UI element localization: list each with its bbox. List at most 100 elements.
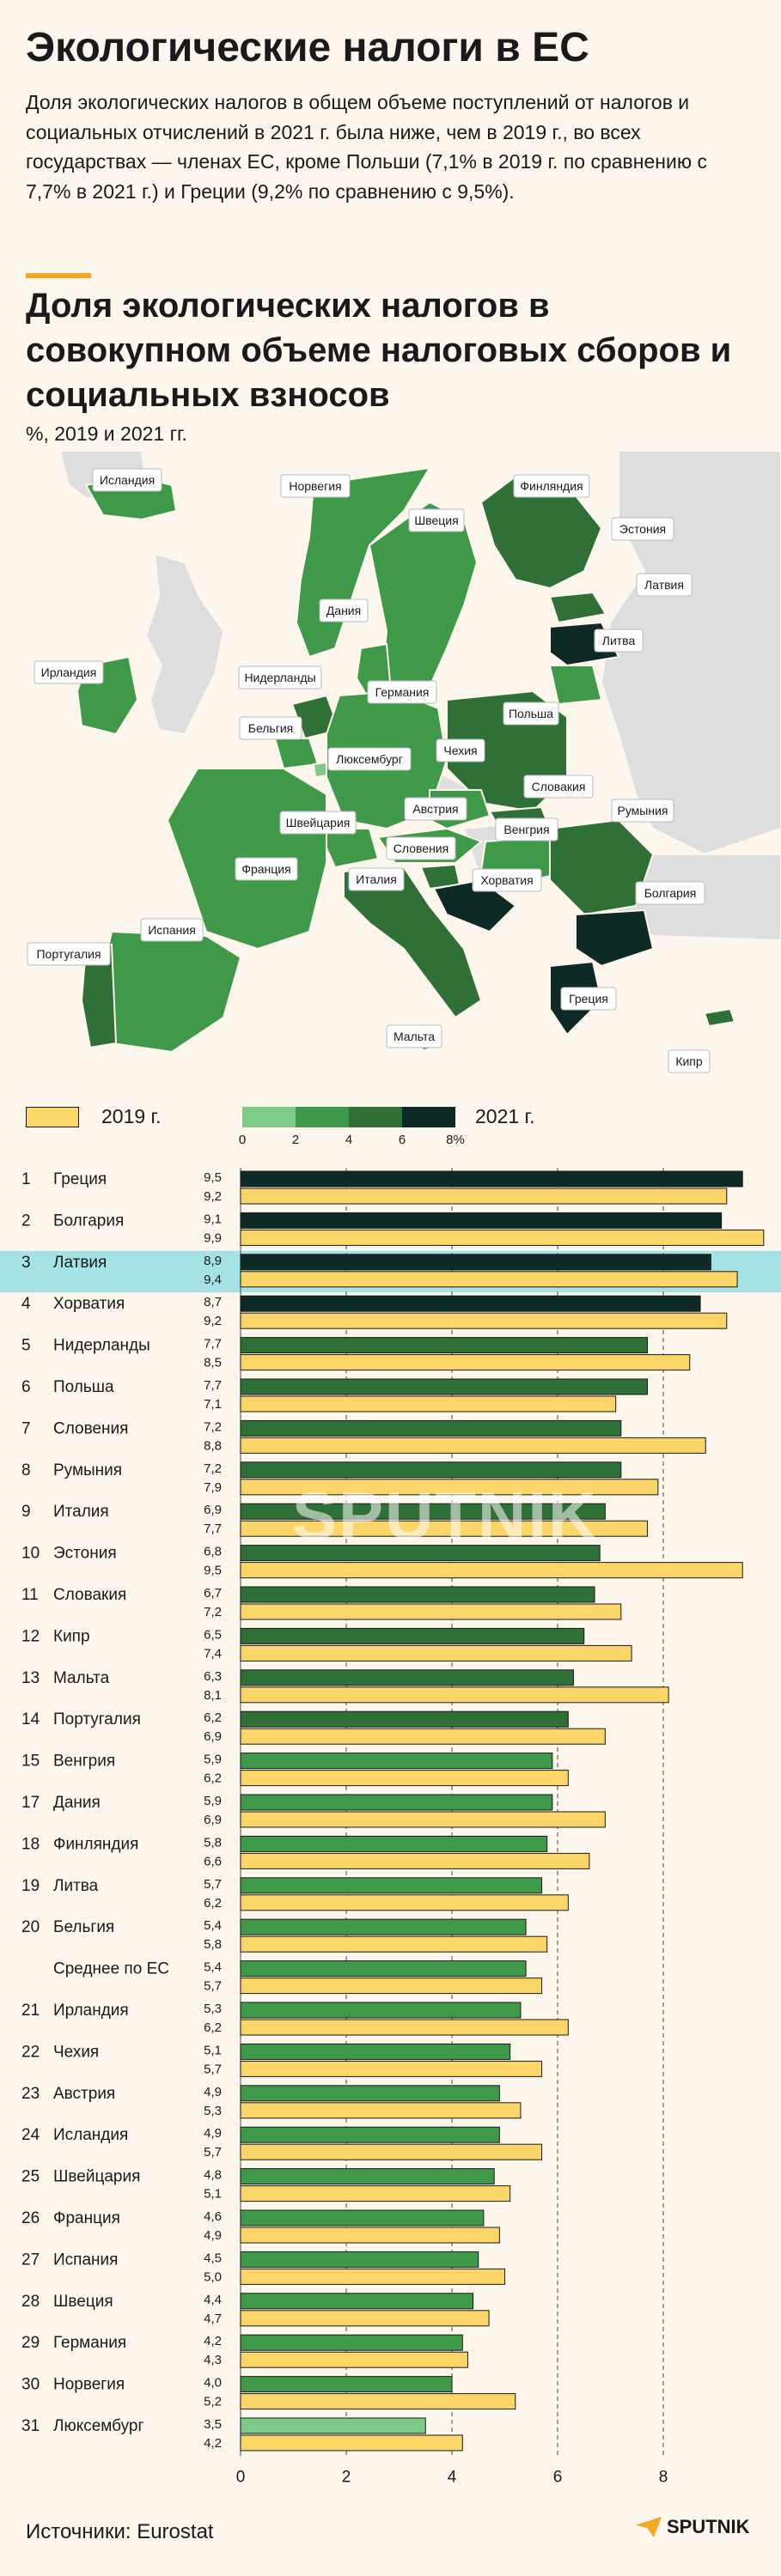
svg-text:Люксембург: Люксембург (336, 752, 403, 766)
row-country: Ирландия (53, 2002, 129, 2020)
row-rank: 13 (21, 1669, 40, 1687)
bar-2019 (240, 1686, 669, 1704)
value-label-2021: 7,7 (204, 1337, 222, 1352)
bar-2019 (240, 1437, 706, 1454)
bar-2021 (240, 2251, 479, 2268)
row-country: Люксембург (53, 2417, 143, 2435)
svg-text:Германия: Германия (375, 685, 430, 699)
svg-text:Чехия: Чехия (443, 744, 477, 757)
bar-2021 (240, 2376, 453, 2393)
svg-text:Кипр: Кипр (675, 1054, 703, 1068)
value-label-2021: 4,9 (204, 2085, 222, 2099)
value-label-2021: 6,2 (204, 1710, 222, 1725)
legend-label-2021: 2021 г. (475, 1105, 535, 1127)
value-label-2019: 5,7 (204, 2062, 222, 2076)
row-country: Швейцария (53, 2168, 140, 2186)
row-country: Эстония (53, 1545, 117, 1563)
row-rank: 25 (21, 2168, 40, 2186)
svg-text:Италия: Италия (356, 872, 397, 886)
bar-2019 (240, 2434, 463, 2451)
x-tick-label: 2 (342, 2468, 351, 2486)
map-bulgaria (575, 908, 655, 968)
bar-2021 (240, 1503, 606, 1520)
map-italy (343, 866, 483, 1019)
map-label-29: Мальта (386, 1024, 442, 1048)
value-label-2021: 9,1 (204, 1212, 222, 1226)
map-label-6: Латвия (636, 573, 693, 597)
value-label-2019: 7,1 (204, 1397, 222, 1412)
value-label-2019: 7,4 (204, 1646, 222, 1661)
map-label-25: Болгария (635, 881, 705, 905)
bar-2021 (240, 2168, 495, 2185)
value-label-2021: 4,2 (204, 2334, 222, 2348)
value-label-2019: 9,9 (204, 1230, 222, 1245)
row-rank: 23 (21, 2085, 40, 2103)
value-label-2021: 3,5 (204, 2417, 222, 2432)
map-label-5: Эстония (611, 517, 674, 541)
bar-2021 (240, 1753, 553, 1770)
bar-2021 (240, 1419, 622, 1437)
value-label-2021: 4,6 (204, 2209, 222, 2224)
svg-text:Мальта: Мальта (394, 1030, 435, 1043)
legend-scale-tick: 4 (345, 1133, 353, 1147)
accent-bar (26, 273, 91, 278)
map-label-19: Венгрия (495, 817, 558, 841)
legend-swatch-2019 (26, 1107, 79, 1127)
map-label-20: Румыния (611, 799, 674, 823)
value-label-2019: 6,6 (204, 1854, 222, 1868)
row-country: Мальта (53, 1669, 110, 1687)
value-label-2021: 4,9 (204, 2126, 222, 2141)
row-rank: 15 (21, 1753, 40, 1771)
value-label-2019: 5,7 (204, 2145, 222, 2160)
svg-text:Исландия: Исландия (100, 473, 155, 487)
row-rank: 30 (21, 2376, 40, 2394)
sputnik-logo: SPUTNIK (636, 2516, 750, 2538)
value-label-2019: 7,2 (204, 1605, 222, 1619)
map-label-24: Хорватия (472, 868, 542, 892)
row-country: Бельгия (53, 1918, 114, 1936)
svg-text:Бельгия: Бельгия (248, 721, 293, 735)
bar-2019 (240, 2102, 522, 2119)
value-label-2019: 6,2 (204, 2020, 222, 2035)
map-label-12: Польша (503, 702, 559, 726)
row-rank: 7 (21, 1419, 31, 1437)
bar-2021 (240, 1918, 527, 1935)
bar-2019 (240, 1271, 738, 1288)
map-cyprus (703, 1007, 736, 1028)
row-rank: 19 (21, 1877, 40, 1895)
bar-2021 (240, 1960, 527, 1978)
value-label-2021: 6,9 (204, 1503, 222, 1517)
bar-2021 (240, 1627, 585, 1644)
map-label-3: Финляндия (513, 474, 590, 498)
value-label-2021: 8,9 (204, 1254, 222, 1268)
value-label-2021: 5,1 (204, 2043, 222, 2057)
row-country: Германия (53, 2334, 126, 2352)
chart-subtitle: %, 2019 и 2021 гг. (26, 422, 187, 445)
svg-text:Швеция: Швеция (414, 513, 458, 527)
intro-text: Доля экологических налогов в общем объем… (26, 91, 707, 203)
bar-2021 (240, 2334, 463, 2351)
bar-2021 (240, 2002, 522, 2019)
bar-2021 (240, 1545, 601, 1562)
value-label-2021: 5,4 (204, 1960, 222, 1975)
bar-2019 (240, 2351, 468, 2368)
value-label-2021: 5,4 (204, 1918, 222, 1933)
map-label-8: Литва (594, 629, 644, 653)
row-country: Литва (53, 1877, 99, 1895)
map-label-1: Исландия (92, 468, 162, 492)
row-rank: 21 (21, 2002, 40, 2020)
bar-2019 (240, 1978, 543, 1995)
svg-text:Латвия: Латвия (644, 578, 684, 592)
svg-text:Нидерланды: Нидерланды (244, 671, 315, 684)
row-rank: 28 (21, 2293, 40, 2311)
bar-2019 (240, 1603, 622, 1620)
source-note: Источники: Eurostat (26, 2520, 214, 2543)
value-label-2019: 6,2 (204, 1771, 222, 1786)
row-country: Среднее по ЕС (53, 1960, 169, 1978)
row-country: Словакия (53, 1586, 126, 1604)
bar-2021 (240, 2209, 485, 2227)
bar-2019 (240, 1188, 728, 1205)
page-title: Экологические налоги в ЕС (26, 25, 589, 70)
row-country: Португалия (53, 1710, 141, 1728)
legend-label-2019: 2019 г. (101, 1105, 162, 1127)
